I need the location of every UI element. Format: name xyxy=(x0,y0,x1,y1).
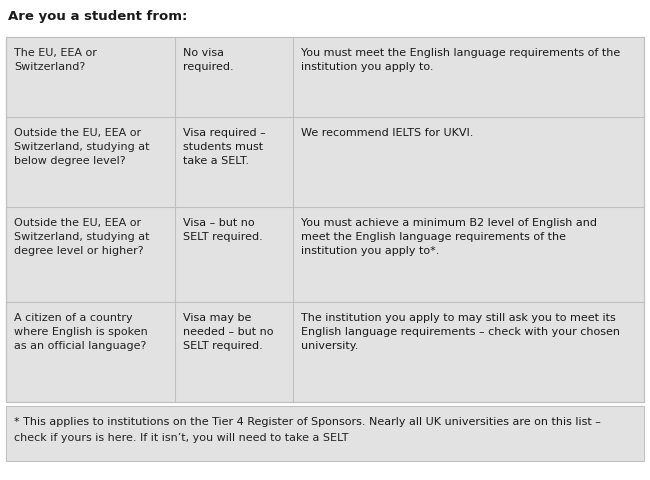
Text: Outside the EU, EEA or
Switzerland, studying at
degree level or higher?: Outside the EU, EEA or Switzerland, stud… xyxy=(14,217,150,255)
Text: We recommend IELTS for UKVI.: We recommend IELTS for UKVI. xyxy=(301,128,473,138)
Text: You must achieve a minimum B2 level of English and
meet the English language req: You must achieve a minimum B2 level of E… xyxy=(301,217,597,255)
Text: No visa
required.: No visa required. xyxy=(183,48,234,72)
Text: Visa – but no
SELT required.: Visa – but no SELT required. xyxy=(183,217,263,241)
Bar xyxy=(6,38,644,402)
Text: Visa may be
needed – but no
SELT required.: Visa may be needed – but no SELT require… xyxy=(183,312,274,350)
Bar xyxy=(6,38,644,402)
Text: Outside the EU, EEA or
Switzerland, studying at
below degree level?: Outside the EU, EEA or Switzerland, stud… xyxy=(14,128,150,166)
Text: Visa required –
students must
take a SELT.: Visa required – students must take a SEL… xyxy=(183,128,266,166)
Text: You must meet the English language requirements of the
institution you apply to.: You must meet the English language requi… xyxy=(301,48,620,72)
Text: The institution you apply to may still ask you to meet its
English language requ: The institution you apply to may still a… xyxy=(301,312,620,350)
Text: check if yours is here. If it isn’t, you will need to take a SELT: check if yours is here. If it isn’t, you… xyxy=(14,432,348,442)
Bar xyxy=(6,406,644,461)
Text: * This applies to institutions on the Tier 4 Register of Sponsors. Nearly all UK: * This applies to institutions on the Ti… xyxy=(14,416,601,426)
Text: A citizen of a country
where English is spoken
as an official language?: A citizen of a country where English is … xyxy=(14,312,148,350)
Text: The EU, EEA or
Switzerland?: The EU, EEA or Switzerland? xyxy=(14,48,97,72)
Text: Are you a student from:: Are you a student from: xyxy=(8,10,187,23)
